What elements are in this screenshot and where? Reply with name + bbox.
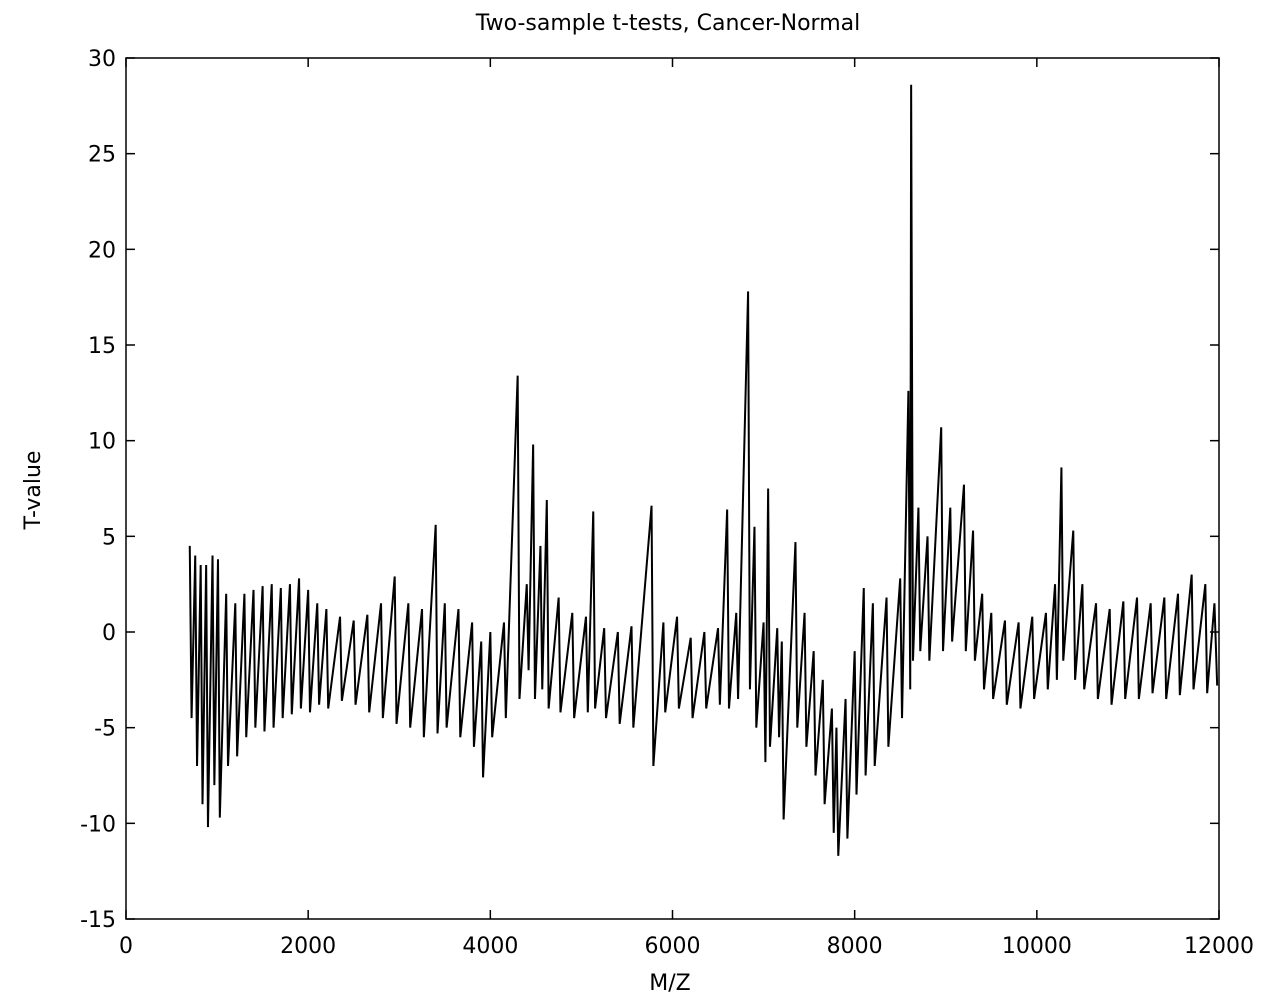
x-tick-label: 0 bbox=[119, 934, 133, 959]
x-tick-label: 12000 bbox=[1184, 934, 1254, 959]
y-tick-label: -15 bbox=[80, 908, 116, 933]
y-tick-label: 5 bbox=[102, 525, 116, 550]
chart-title: Two-sample t-tests, Cancer-Normal bbox=[475, 11, 860, 36]
x-tick-label: 6000 bbox=[645, 934, 701, 959]
x-tick-label: 8000 bbox=[827, 934, 883, 959]
y-tick-label: 30 bbox=[88, 47, 116, 72]
y-tick-label: 15 bbox=[88, 334, 116, 359]
y-tick-label: -10 bbox=[80, 812, 116, 837]
x-tick-label: 4000 bbox=[462, 934, 518, 959]
y-axis-label: T-value bbox=[21, 451, 46, 531]
y-tick-label: 10 bbox=[88, 430, 116, 455]
x-tick-label: 2000 bbox=[280, 934, 336, 959]
data-line bbox=[188, 84, 1219, 856]
y-tick-label: 0 bbox=[102, 621, 116, 646]
x-axis-label: M/Z bbox=[649, 971, 690, 996]
x-tick-label: 10000 bbox=[1002, 934, 1072, 959]
y-tick-label: 25 bbox=[88, 143, 116, 168]
y-tick-label: 20 bbox=[88, 238, 116, 263]
y-tick-label: -5 bbox=[94, 717, 116, 742]
